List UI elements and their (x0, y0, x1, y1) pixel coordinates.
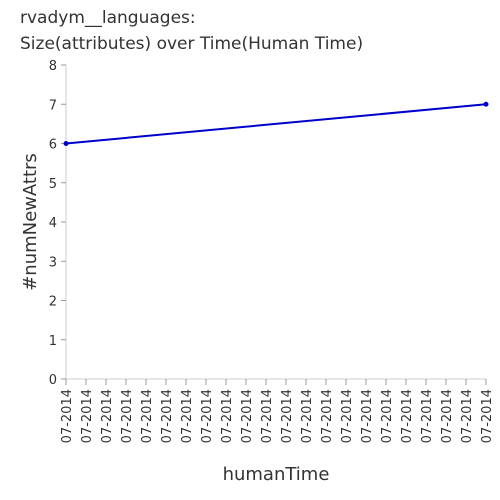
series-line (65, 103, 487, 145)
data-point (483, 101, 489, 107)
chart-title: rvadym__languages: (20, 8, 196, 28)
y-tick-label: 8 (49, 59, 57, 74)
x-tick-label: 07-2014 (320, 389, 335, 443)
x-tick-label: 07-2014 (240, 389, 255, 443)
x-tick-label: 07-2014 (220, 389, 235, 443)
x-tick-label: 07-2014 (400, 389, 415, 443)
y-tick-label: 0 (49, 373, 57, 388)
y-tick-label: 5 (49, 177, 57, 192)
x-tick-label: 07-2014 (200, 389, 215, 443)
x-tick-label: 07-2014 (480, 389, 495, 443)
x-tick-label: 07-2014 (260, 389, 275, 443)
x-tick-label: 07-2014 (420, 389, 435, 443)
x-axis-label: humanTime (223, 464, 330, 485)
y-tick-label: 2 (49, 295, 57, 310)
x-tick-label: 07-2014 (340, 389, 355, 443)
x-tick-label: 07-2014 (180, 389, 195, 443)
x-tick-label: 07-2014 (160, 389, 175, 443)
x-tick-label: 07-2014 (100, 389, 115, 443)
x-tick-label: 07-2014 (60, 389, 75, 443)
chart-subtitle: Size(attributes) over Time(Human Time) (20, 34, 364, 54)
x-tick-label: 07-2014 (360, 389, 375, 443)
x-tick-label: 07-2014 (280, 389, 295, 443)
x-tick-label: 07-2014 (440, 389, 455, 443)
x-tick-label: 07-2014 (460, 389, 475, 443)
y-tick-label: 3 (49, 255, 57, 270)
x-tick-label: 07-2014 (80, 389, 95, 443)
y-tick-label: 4 (49, 216, 57, 231)
y-tick-label: 6 (49, 138, 57, 153)
x-tick-label: 07-2014 (380, 389, 395, 443)
y-tick-label: 1 (49, 334, 57, 349)
y-tick-label: 7 (49, 98, 57, 113)
y-axis-label: #numNewAttrs (20, 153, 41, 291)
data-point (63, 141, 69, 146)
x-tick-label: 07-2014 (120, 389, 135, 443)
x-tick-label: 07-2014 (300, 389, 315, 443)
x-tick-label: 07-2014 (140, 389, 155, 443)
